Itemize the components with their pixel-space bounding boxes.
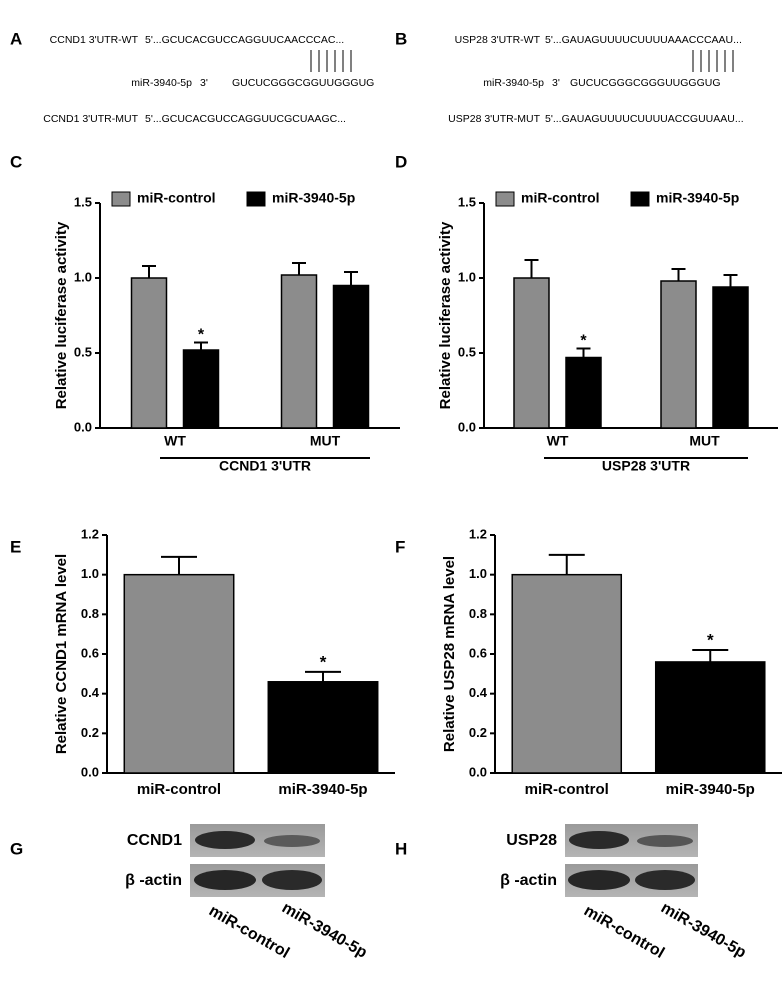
pairing-lines: [310, 50, 734, 72]
sequence: 5'...GAUAGUUUUCUUUUACCGUUAAU...: [545, 113, 744, 125]
y-tick-label: 1.0: [74, 269, 92, 284]
sequence: 5'...GCUCACGUCCAGGUUCAACCCAC...: [145, 34, 344, 46]
panel-letter: E: [10, 537, 21, 556]
blot-row-label: β -actin: [500, 872, 557, 889]
y-tick-label: 1.2: [81, 526, 99, 541]
sequence-name: USP28 3'UTR-WT: [455, 34, 541, 46]
bar: [130, 277, 168, 429]
blot-lane-label: miR-3940-5p: [658, 899, 749, 961]
y-tick-label: 0.8: [81, 606, 99, 621]
y-tick-label: 1.0: [458, 269, 476, 284]
blot-images: [190, 824, 698, 897]
bar: [123, 573, 235, 774]
blot-lane-label: miR-control: [206, 902, 292, 962]
y-tick-label: 1.2: [469, 526, 487, 541]
x-axis-label: USP28 3'UTR: [602, 458, 690, 474]
mirna-name: miR-3940-5p: [483, 77, 544, 89]
sequence: GUCUCGGGCGGUUGGGUG: [232, 77, 374, 89]
significance-marker: *: [198, 327, 205, 344]
y-tick-label: 1.0: [81, 566, 99, 581]
legend-swatch: [111, 191, 131, 207]
y-axis-label: Relative luciferase activity: [53, 221, 70, 409]
y-tick-label: 0.2: [469, 725, 487, 740]
y-tick-label: 0.4: [81, 685, 100, 700]
legend-swatch: [495, 191, 515, 207]
bar: [280, 274, 318, 429]
legend-swatch: [630, 191, 650, 207]
bar: [332, 284, 370, 429]
legend-label: miR-3940-5p: [272, 190, 355, 206]
y-axis-label: Relative luciferase activity: [437, 221, 454, 409]
sequence-name: USP28 3'UTR-MUT: [448, 113, 540, 125]
legend-swatch: [246, 191, 266, 207]
x-tick-label: MUT: [689, 433, 720, 449]
panel-letter: B: [395, 29, 407, 48]
legend-label: miR-3940-5p: [656, 190, 739, 206]
y-axis-label: Relative CCND1 mRNA level: [53, 554, 70, 754]
bar: [660, 280, 697, 429]
panel-letter: D: [395, 152, 407, 171]
y-tick-label: 1.0: [469, 566, 487, 581]
y-axis-label: Relative USP28 mRNA level: [441, 556, 458, 752]
bar: [712, 286, 749, 429]
y-tick-label: 0.0: [81, 764, 99, 779]
x-tick-label: WT: [164, 433, 186, 449]
panel-letter: G: [10, 839, 23, 858]
bar: [267, 681, 379, 774]
x-tick-label: miR-control: [525, 781, 609, 798]
y-tick-label: 0.0: [458, 419, 476, 434]
x-tick-label: miR-3940-5p: [278, 781, 367, 798]
blot-row-label: USP28: [506, 832, 557, 849]
y-tick-label: 0.0: [74, 419, 92, 434]
mirna-end: 3': [552, 77, 560, 89]
blot-lane-label: miR-control: [581, 902, 667, 962]
bar: [565, 356, 602, 429]
bar: [513, 277, 550, 429]
x-tick-label: MUT: [310, 433, 341, 449]
legend-label: miR-control: [137, 190, 216, 206]
x-tick-label: miR-control: [137, 781, 221, 798]
y-tick-label: 0.2: [81, 725, 99, 740]
panel-letter: A: [10, 29, 22, 48]
y-tick-label: 1.5: [74, 194, 92, 209]
panel-letter: H: [395, 839, 407, 858]
legend-label: miR-control: [521, 190, 600, 206]
sequence: 5'...GAUAGUUUUCUUUUAAACCCAAU...: [545, 34, 742, 46]
panel-letter: F: [395, 537, 405, 556]
bar: [182, 349, 220, 429]
mirna-end: 3': [200, 77, 208, 89]
blot-row-label: CCND1: [127, 832, 182, 849]
y-tick-label: 0.6: [81, 645, 99, 660]
y-tick-label: 1.5: [458, 194, 476, 209]
x-axis-label: CCND1 3'UTR: [219, 458, 311, 474]
mirna-name: miR-3940-5p: [131, 77, 192, 89]
significance-marker: *: [707, 631, 714, 650]
blot-lane-label: miR-3940-5p: [279, 899, 370, 961]
y-tick-label: 0.5: [458, 344, 476, 359]
panel-letter: C: [10, 152, 22, 171]
y-tick-label: 0.0: [469, 764, 487, 779]
significance-marker: *: [580, 333, 587, 350]
sequence: GUCUCGGGCGGGUUGGGUG: [570, 77, 721, 89]
bar: [654, 661, 766, 774]
y-tick-label: 0.4: [469, 685, 488, 700]
significance-marker: *: [320, 652, 327, 671]
sequence: 5'...GCUCACGUCCAGGUUCGCUAAGC...: [145, 113, 346, 125]
bar: [511, 573, 623, 774]
x-tick-label: miR-3940-5p: [666, 781, 755, 798]
y-tick-label: 0.8: [469, 606, 487, 621]
y-tick-label: 0.6: [469, 645, 487, 660]
x-tick-label: WT: [547, 433, 569, 449]
sequence-name: CCND1 3'UTR-MUT: [43, 113, 138, 125]
sequence-name: CCND1 3'UTR-WT: [50, 34, 139, 46]
blot-row-label: β -actin: [125, 872, 182, 889]
y-tick-label: 0.5: [74, 344, 92, 359]
